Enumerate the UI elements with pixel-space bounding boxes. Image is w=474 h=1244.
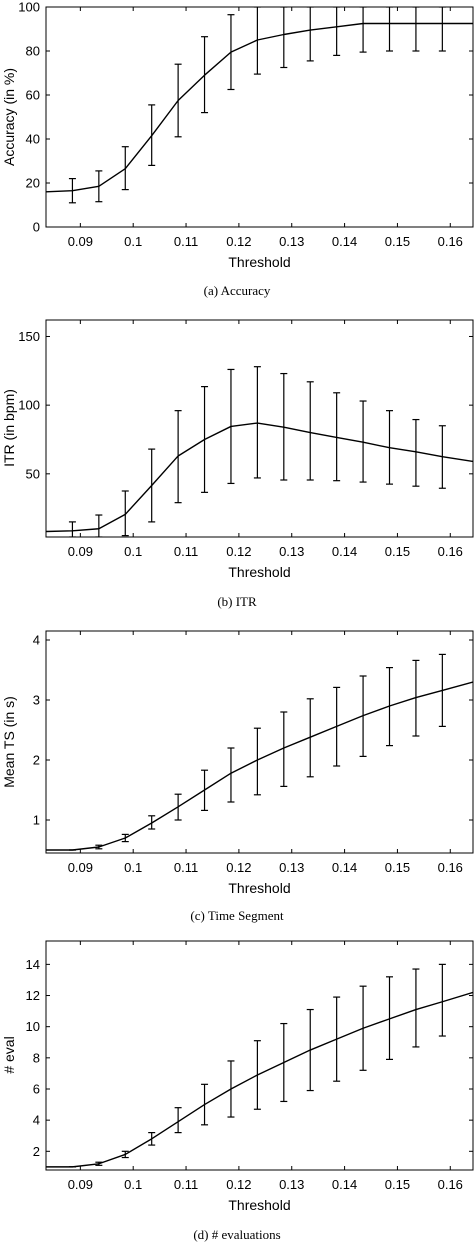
x-tick-label: 0.12 (226, 860, 251, 875)
data-layer (46, 7, 473, 204)
x-axis-title: Threshold (228, 1197, 290, 1213)
series-line (46, 681, 473, 851)
x-tick-label: 0.1 (124, 860, 142, 875)
x-tick-label: 0.09 (68, 860, 93, 875)
x-tick-label: 0.12 (226, 1177, 251, 1192)
y-tick-label: 100 (18, 0, 40, 15)
y-tick-label: 150 (18, 329, 40, 344)
x-tick-label: 0.11 (174, 1177, 198, 1192)
x-tick-label: 0.15 (385, 1177, 410, 1192)
y-tick-label: 0 (33, 220, 40, 235)
x-tick-label: 0.1 (124, 234, 142, 249)
x-tick-label: 0.12 (226, 544, 251, 559)
data-layer (46, 963, 473, 1168)
x-tick-label: 0.14 (332, 860, 357, 875)
y-tick-label: 8 (33, 1050, 40, 1065)
y-tick-label: 100 (18, 398, 40, 413)
chart-panel-0: 0.09 0.1 0.11 0.12 0.13 0.14 0.15 0.16 0 20 40 60 80… (1, 0, 474, 298)
x-tick-label: 0.11 (174, 234, 198, 249)
x-axis-title: Threshold (228, 880, 290, 896)
x-tick-label: 0.14 (332, 544, 357, 559)
x-tick-label: 0.09 (68, 1177, 93, 1192)
x-tick-label: 0.13 (279, 1177, 304, 1192)
y-tick-label: 12 (26, 988, 40, 1003)
y-tick-label: 80 (26, 44, 40, 59)
x-tick-label: 0.16 (438, 234, 463, 249)
x-tick-label: 0.14 (332, 234, 357, 249)
x-tick-label: 0.1 (124, 1177, 142, 1192)
series-line (46, 991, 473, 1168)
y-tick-label: 3 (33, 693, 40, 708)
x-tick-label: 0.09 (68, 234, 93, 249)
x-tick-label: 0.13 (279, 544, 304, 559)
x-tick-label: 0.1 (124, 544, 142, 559)
y-tick-label: 60 (26, 88, 40, 103)
y-tick-label: 2 (33, 753, 40, 768)
chart-panel-3: 0.09 0.1 0.11 0.12 0.13 0.14 0.15 0.16 2 4 6 8 10 12 1… (1, 940, 474, 1242)
figure-caption: (a) Accuracy (204, 283, 271, 298)
figure-caption: (c) Time Segment (190, 908, 284, 923)
data-layer (46, 366, 473, 537)
plot-frame (45, 319, 474, 538)
x-tick-label: 0.14 (332, 1177, 357, 1192)
chart-panel-1: 0.09 0.1 0.11 0.12 0.13 0.14 0.15 0.16 50 100 150 T… (1, 319, 474, 609)
y-axis-title: # eval (1, 1036, 17, 1073)
x-tick-label: 0.15 (385, 544, 410, 559)
x-tick-label: 0.16 (438, 544, 463, 559)
series-line (46, 422, 473, 533)
x-tick-label: 0.16 (438, 1177, 463, 1192)
x-tick-label: 0.15 (385, 234, 410, 249)
x-axis-title: Threshold (228, 564, 290, 580)
figure-caption: (d) # evaluations (193, 1227, 280, 1242)
x-tick-label: 0.12 (226, 234, 251, 249)
plot-frame (45, 630, 474, 854)
y-tick-label: 4 (33, 1113, 40, 1128)
y-tick-label: 4 (33, 633, 40, 648)
y-axis-title: Mean TS (in s) (1, 696, 17, 788)
x-axis-title: Threshold (228, 254, 290, 270)
y-tick-label: 40 (26, 132, 40, 147)
y-tick-label: 14 (26, 957, 40, 972)
chart-panel-2: 0.09 0.1 0.11 0.12 0.13 0.14 0.15 0.16 1 2 3 4 Thres… (1, 630, 474, 923)
series-line (46, 22, 473, 193)
plot-frame (45, 940, 474, 1171)
y-tick-label: 2 (33, 1144, 40, 1159)
x-tick-label: 0.15 (385, 860, 410, 875)
y-tick-label: 50 (26, 466, 40, 481)
y-tick-label: 10 (26, 1019, 40, 1034)
x-tick-label: 0.16 (438, 860, 463, 875)
x-tick-label: 0.11 (174, 544, 198, 559)
x-tick-label: 0.13 (279, 234, 304, 249)
y-tick-label: 6 (33, 1081, 40, 1096)
x-tick-label: 0.09 (68, 544, 93, 559)
x-tick-label: 0.13 (279, 860, 304, 875)
y-axis-title: Accuracy (in %) (1, 68, 17, 166)
x-tick-label: 0.11 (174, 860, 198, 875)
y-tick-label: 20 (26, 176, 40, 191)
data-layer (46, 653, 473, 851)
figure-caption: (b) ITR (217, 594, 257, 609)
y-tick-label: 1 (33, 813, 40, 828)
y-axis-title: ITR (in bpm) (1, 389, 17, 467)
